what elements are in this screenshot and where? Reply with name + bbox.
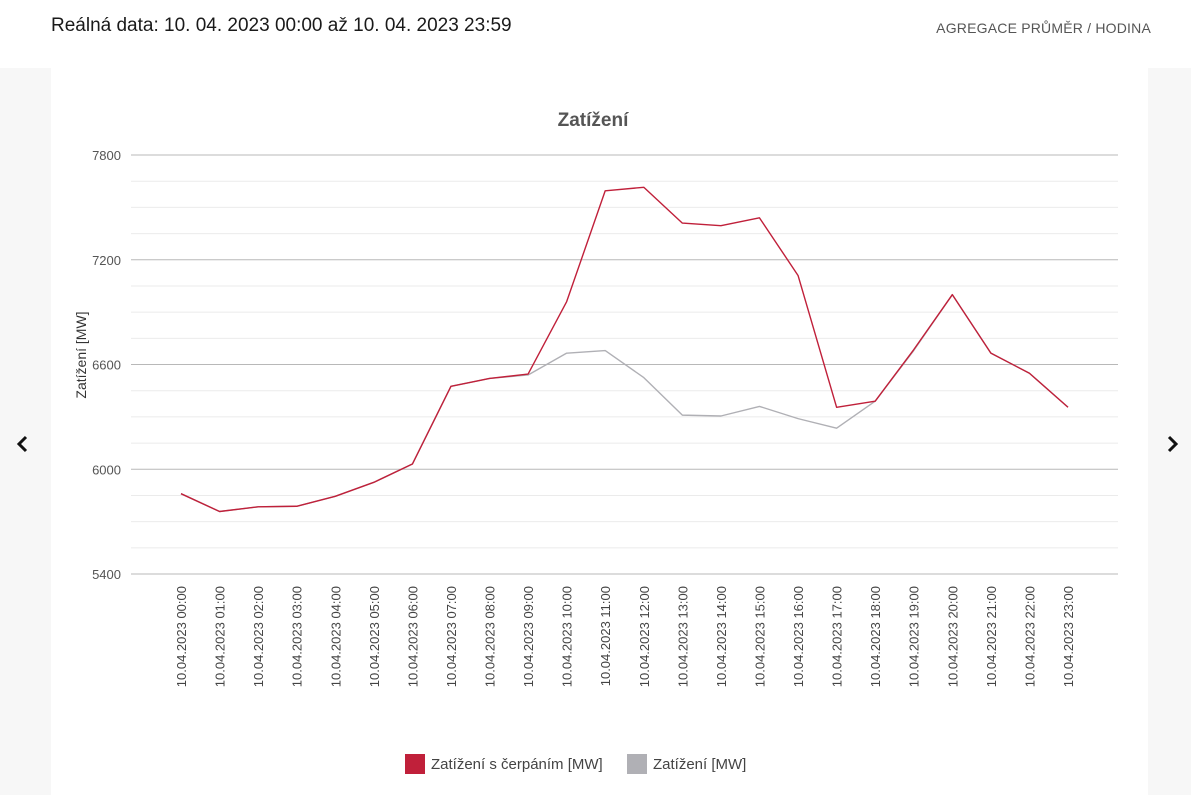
x-tick-label: 10.04.2023 14:00: [714, 586, 729, 687]
x-tick-label: 10.04.2023 17:00: [830, 586, 845, 687]
x-tick-label: 10.04.2023 01:00: [213, 586, 228, 687]
x-tick-label: 10.04.2023 06:00: [405, 586, 420, 687]
x-tick-label: 10.04.2023 05:00: [367, 586, 382, 687]
x-tick-label: 10.04.2023 13:00: [675, 586, 690, 687]
load-chart: Zatížení Zatížení [MW] 5400 6000 6600 7200 7…: [73, 110, 1118, 774]
aggregation-mode[interactable]: AGREGACE PRŮMĚR / HODINA: [936, 20, 1151, 36]
legend-item-0[interactable]: Zatížení s čerpáním [MW]: [405, 754, 603, 774]
chevron-left-icon: [16, 435, 28, 453]
x-tick-label: 10.04.2023 15:00: [752, 586, 767, 687]
real-data-range: Reálná data: 10. 04. 2023 00:00 až 10. 0…: [51, 15, 512, 36]
y-tick-label: 5400: [92, 567, 121, 582]
y-axis-label: Zatížení [MW]: [73, 311, 89, 398]
x-tick-label: 10.04.2023 04:00: [328, 586, 343, 687]
y-tick-label: 7200: [92, 253, 121, 268]
x-tick-label: 10.04.2023 00:00: [174, 586, 189, 687]
x-tick-label: 10.04.2023 18:00: [868, 586, 883, 687]
series-line-1[interactable]: [180, 293, 1069, 513]
x-tick-label: 10.04.2023 07:00: [444, 586, 459, 687]
y-tick-label: 6600: [92, 358, 121, 373]
chart-legend: Zatížení s čerpáním [MW] Zatížení [MW]: [405, 754, 746, 774]
x-axis-ticks: 10.04.2023 00:00 10.04.2023 01:00 10.04.20…: [174, 586, 1076, 687]
x-tick-label: 10.04.2023 02:00: [251, 586, 266, 687]
x-tick-label: 10.04.2023 16:00: [791, 586, 806, 687]
y-tick-label: 7800: [92, 148, 121, 163]
chevron-right-icon: [1167, 435, 1179, 453]
next-chart-button[interactable]: [1160, 430, 1184, 458]
x-tick-label: 10.04.2023 19:00: [907, 586, 922, 687]
x-tick-label: 10.04.2023 03:00: [290, 586, 305, 687]
x-tick-label: 10.04.2023 10:00: [560, 586, 575, 687]
x-tick-label: 10.04.2023 11:00: [598, 586, 613, 686]
x-tick-label: 10.04.2023 23:00: [1061, 586, 1076, 687]
y-tick-label: 6000: [92, 462, 121, 477]
legend-label: Zatížení [MW]: [653, 756, 746, 773]
legend-label: Zatížení s čerpáním [MW]: [431, 756, 603, 773]
y-axis-ticks: 5400 6000 6600 7200 7800: [92, 148, 121, 582]
series-line-0[interactable]: [180, 186, 1069, 513]
x-tick-label: 10.04.2023 20:00: [945, 586, 960, 687]
x-tick-label: 10.04.2023 22:00: [1022, 586, 1037, 687]
grid-lines: [131, 154, 1118, 575]
legend-swatch: [627, 754, 647, 774]
legend-swatch: [405, 754, 425, 774]
x-tick-label: 10.04.2023 09:00: [521, 586, 536, 687]
x-tick-label: 10.04.2023 12:00: [637, 586, 652, 687]
right-gutter: [1148, 68, 1191, 795]
series-lines: [180, 186, 1069, 513]
prev-chart-button[interactable]: [11, 430, 35, 458]
left-gutter: [0, 68, 51, 795]
x-tick-label: 10.04.2023 21:00: [984, 586, 999, 687]
x-tick-label: 10.04.2023 08:00: [483, 586, 498, 687]
chart-panel: Zatížení Zatížení [MW] 5400 6000 6600 7200 7…: [51, 68, 1148, 795]
legend-item-1[interactable]: Zatížení [MW]: [627, 754, 746, 774]
chart-title: Zatížení: [558, 110, 629, 131]
report-header: Reálná data: 10. 04. 2023 00:00 až 10. 0…: [0, 0, 1191, 68]
